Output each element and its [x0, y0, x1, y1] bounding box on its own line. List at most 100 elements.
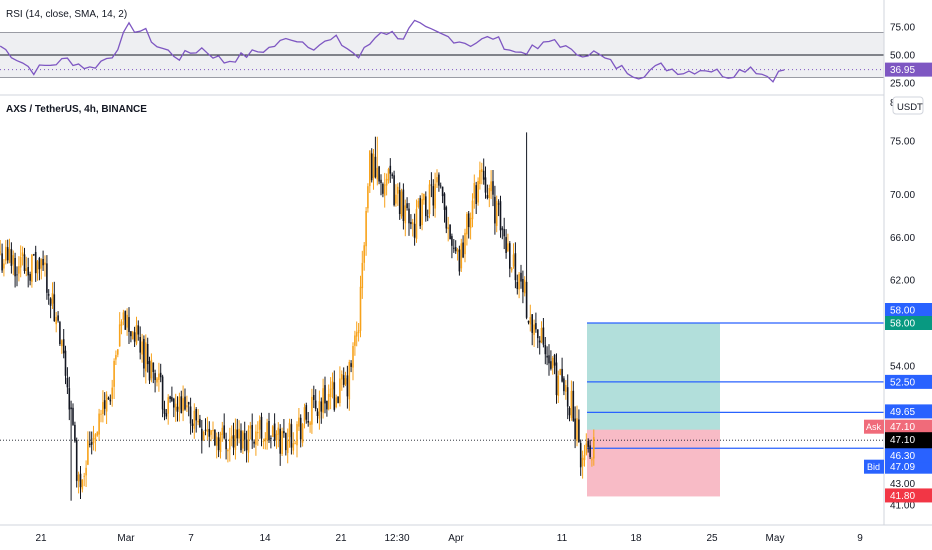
- candle-body: [333, 382, 336, 410]
- candle-body: [578, 419, 580, 443]
- candle-body: [550, 361, 552, 369]
- candle-body: [456, 249, 459, 253]
- candle-body: [477, 181, 479, 203]
- candle-body: [40, 259, 43, 269]
- price-panel[interactable]: AXS / TetherUS, 4h, BINANCE: [0, 104, 884, 501]
- candle-body: [128, 317, 130, 332]
- candle-body: [283, 431, 285, 434]
- candle-body: [294, 443, 296, 445]
- candle-body: [406, 203, 408, 208]
- candle-body: [585, 443, 588, 455]
- rsi-current-tag: [885, 62, 932, 77]
- candle-body: [434, 183, 436, 209]
- candle-body: [296, 424, 298, 446]
- candle-body: [395, 194, 397, 204]
- candles: [0, 132, 595, 501]
- candle-body: [481, 169, 483, 172]
- candle-body: [510, 268, 513, 271]
- ask-price: 47.10: [890, 422, 915, 433]
- candle-body: [98, 413, 100, 435]
- candle-body: [133, 332, 136, 342]
- candle-body: [346, 375, 349, 397]
- candle-body: [523, 280, 526, 294]
- candle-body: [253, 441, 255, 444]
- price-axis[interactable]: 75.0050.0025.0036.958USDT75.0070.0066.00…: [864, 0, 932, 550]
- currency-label: USDT: [897, 102, 923, 113]
- candle-body: [492, 181, 494, 195]
- candle-body: [85, 467, 87, 476]
- candle-body: [90, 442, 93, 445]
- candle-body: [227, 450, 229, 452]
- candle-body: [277, 427, 280, 435]
- time-label: 14: [259, 533, 271, 544]
- candle-body: [113, 361, 115, 387]
- candle-body: [331, 381, 334, 390]
- candle-body: [298, 417, 300, 427]
- candle-body: [290, 424, 293, 448]
- last-price: 47.10: [890, 435, 915, 446]
- candle-body: [53, 294, 56, 321]
- candle-body: [372, 153, 375, 179]
- candle-body: [57, 315, 59, 321]
- candle-body: [288, 422, 291, 438]
- time-label: 21: [35, 533, 47, 544]
- candle-body: [589, 445, 591, 457]
- candle-body: [475, 185, 477, 204]
- candle-body: [350, 363, 352, 367]
- candle-body: [417, 200, 420, 208]
- candle-body: [359, 286, 362, 331]
- candle-body: [6, 247, 9, 261]
- candle-body: [201, 428, 203, 441]
- candle-body: [421, 199, 423, 226]
- candle-body: [555, 362, 558, 395]
- candle-body: [286, 440, 289, 453]
- candle-body: [126, 314, 128, 328]
- candle-body: [225, 439, 227, 450]
- loss-zone: [587, 429, 720, 497]
- candle-body: [83, 475, 85, 477]
- candle-body: [341, 374, 343, 380]
- candle-body: [169, 396, 171, 399]
- candle-body: [374, 156, 377, 178]
- candle-body: [100, 413, 102, 415]
- candle-body: [206, 429, 209, 432]
- candle-body: [111, 387, 113, 399]
- candle-body: [385, 178, 388, 186]
- rsi-panel[interactable]: RSI (14, close, SMA, 14, 2): [0, 9, 932, 96]
- candle-body: [425, 196, 427, 217]
- candle-body: [538, 340, 541, 343]
- candle-body: [25, 268, 28, 271]
- price-tick-label: 41.00: [890, 501, 915, 512]
- candle-body: [551, 357, 554, 368]
- candle-body: [391, 174, 393, 176]
- time-label: 18: [630, 533, 642, 544]
- candle-body: [355, 332, 358, 337]
- candle-body: [238, 428, 240, 439]
- level-49-tag: [885, 404, 932, 419]
- candle-body: [329, 388, 332, 397]
- level-52-tag: [885, 374, 932, 389]
- bid-label-tag: [864, 459, 884, 474]
- stop-loss-label: 41.80: [890, 491, 915, 502]
- candle-body: [503, 229, 505, 237]
- candle-body: [62, 339, 65, 354]
- candle-body: [215, 436, 218, 446]
- candle-body: [102, 402, 104, 414]
- candle-body: [342, 375, 345, 385]
- candle-body: [393, 175, 395, 206]
- candle-body: [156, 378, 158, 383]
- candle-body: [44, 262, 46, 265]
- candle-body: [518, 274, 520, 290]
- candle-body: [199, 418, 201, 428]
- candle-body: [505, 237, 507, 253]
- candle-body: [467, 213, 470, 227]
- candle-body: [439, 185, 442, 187]
- time-axis[interactable]: 21 Mar 7 14 21 12:30 Apr 11 18 25 May 9: [0, 524, 932, 544]
- candle-body: [33, 254, 35, 256]
- candle-body: [182, 398, 184, 411]
- candle-body: [566, 387, 569, 407]
- candle-body: [482, 170, 485, 180]
- candle-body: [303, 407, 306, 422]
- candle-body: [279, 428, 281, 454]
